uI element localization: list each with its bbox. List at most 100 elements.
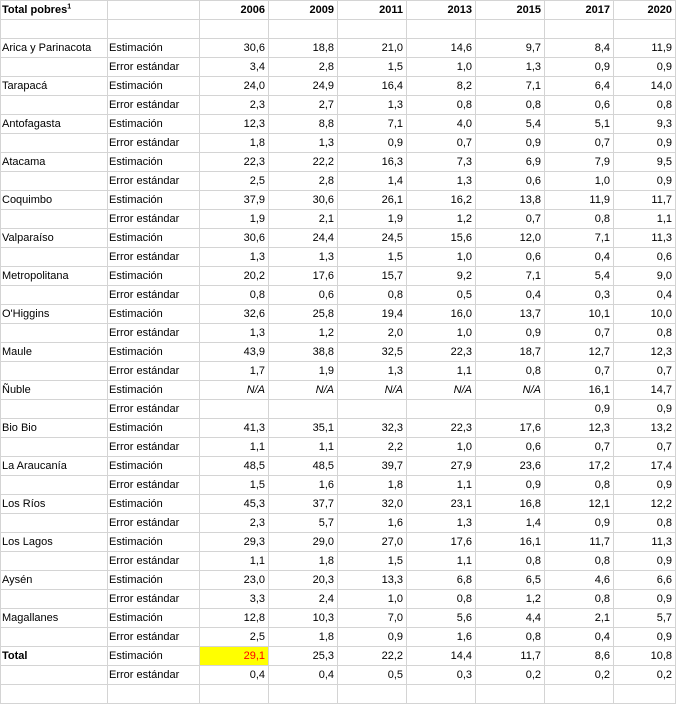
value-cell: 37,7 xyxy=(268,494,338,514)
value-cell: 8,2 xyxy=(406,76,476,96)
value-cell: 0,8 xyxy=(406,95,476,115)
value-cell: 26,1 xyxy=(337,190,407,210)
measure-type-cell: Estimación xyxy=(107,570,200,590)
table-row: Error estándar 1,8 1,3 0,9 0,7 0,9 0,7 0,9 xyxy=(0,133,676,153)
region-cell: Maule xyxy=(0,342,108,362)
measure-type-cell: Estimación xyxy=(107,152,200,172)
table-row: Error estándar 1,3 1,2 2,0 1,0 0,9 0,7 0,8 xyxy=(0,323,676,343)
value-cell: 2,3 xyxy=(199,95,269,115)
value-cell: 1,3 xyxy=(268,247,338,267)
value-cell: 0,7 xyxy=(475,209,545,229)
value-cell: 0,9 xyxy=(337,133,407,153)
value-cell: 1,0 xyxy=(406,437,476,457)
value-cell: 16,0 xyxy=(406,304,476,324)
table-row: Los Lagos Estimación 29,3 29,0 27,0 17,6 16,1 1… xyxy=(0,532,676,552)
region-cell: O'Higgins xyxy=(0,304,108,324)
value-cell: 1,2 xyxy=(475,589,545,609)
region-cell: Bio Bio xyxy=(0,418,108,438)
value-cell: 0,7 xyxy=(544,437,614,457)
value-cell: 24,4 xyxy=(268,228,338,248)
value-cell: 22,3 xyxy=(406,342,476,362)
empty-cell xyxy=(268,19,338,39)
value-cell: 24,0 xyxy=(199,76,269,96)
value-cell: 1,0 xyxy=(406,247,476,267)
region-cell: Coquimbo xyxy=(0,190,108,210)
table-row: Error estándar 1,3 1,3 1,5 1,0 0,6 0,4 0,6 xyxy=(0,247,676,267)
empty-cell xyxy=(406,684,476,704)
value-cell: 0,6 xyxy=(613,247,676,267)
value-cell: 4,6 xyxy=(544,570,614,590)
value-cell: 1,5 xyxy=(199,475,269,495)
value-cell: N/A xyxy=(337,380,407,400)
measure-type-cell: Estimación xyxy=(107,646,200,666)
region-cell xyxy=(0,513,108,533)
region-cell xyxy=(0,361,108,381)
value-cell: 7,0 xyxy=(337,608,407,628)
value-cell: 1,8 xyxy=(199,133,269,153)
year-header: 2015 xyxy=(475,0,545,20)
value-cell: 39,7 xyxy=(337,456,407,476)
table-row: Error estándar 2,3 2,7 1,3 0,8 0,8 0,6 0,8 xyxy=(0,95,676,115)
value-cell: 1,2 xyxy=(406,209,476,229)
empty-cell xyxy=(613,684,676,704)
region-cell xyxy=(0,665,108,685)
value-cell: 12,3 xyxy=(613,342,676,362)
value-cell: 1,6 xyxy=(406,627,476,647)
value-cell: 8,6 xyxy=(544,646,614,666)
value-cell: 0,9 xyxy=(613,171,676,191)
table-row: Maule Estimación 43,9 38,8 32,5 22,3 18,7 12,7 1… xyxy=(0,342,676,362)
table-row: Error estándar 3,3 2,4 1,0 0,8 1,2 0,8 0,9 xyxy=(0,589,676,609)
year-header: 2006 xyxy=(199,0,269,20)
table-title-cell: Total pobres1 xyxy=(0,0,108,20)
value-cell: 0,3 xyxy=(406,665,476,685)
value-cell: 14,6 xyxy=(406,38,476,58)
value-cell: 11,7 xyxy=(613,190,676,210)
value-cell: 9,7 xyxy=(475,38,545,58)
table-row: Bio Bio Estimación 41,3 35,1 32,3 22,3 17,6 12,… xyxy=(0,418,676,438)
table-row: Coquimbo Estimación 37,9 30,6 26,1 16,2 13,8 11… xyxy=(0,190,676,210)
value-cell: 30,6 xyxy=(268,190,338,210)
value-cell: 1,3 xyxy=(475,57,545,77)
value-cell: 0,4 xyxy=(544,247,614,267)
region-cell xyxy=(0,209,108,229)
table-row: O'Higgins Estimación 32,6 25,8 19,4 16,0 13,7 1… xyxy=(0,304,676,324)
value-cell: 0,4 xyxy=(544,627,614,647)
measure-type-cell: Estimación xyxy=(107,304,200,324)
value-cell: 0,9 xyxy=(613,475,676,495)
value-cell: 48,5 xyxy=(199,456,269,476)
value-cell: 23,1 xyxy=(406,494,476,514)
value-cell: 0,9 xyxy=(475,133,545,153)
value-cell: 1,2 xyxy=(268,323,338,343)
value-cell: 24,5 xyxy=(337,228,407,248)
value-cell: 12,3 xyxy=(199,114,269,134)
value-cell: 0,8 xyxy=(613,513,676,533)
measure-type-cell: Error estándar xyxy=(107,399,200,419)
table-row: Error estándar 2,5 2,8 1,4 1,3 0,6 1,0 0,9 xyxy=(0,171,676,191)
value-cell: 0,2 xyxy=(475,665,545,685)
value-cell: 1,1 xyxy=(406,361,476,381)
value-cell: 2,1 xyxy=(268,209,338,229)
value-cell: 12,2 xyxy=(613,494,676,514)
table-row: Metropolitana Estimación 20,2 17,6 15,7 9,2 7,… xyxy=(0,266,676,286)
value-cell: 13,2 xyxy=(613,418,676,438)
value-cell: 0,2 xyxy=(544,665,614,685)
value-cell: 0,8 xyxy=(199,285,269,305)
value-cell: 8,8 xyxy=(268,114,338,134)
value-cell: 5,1 xyxy=(544,114,614,134)
value-cell: 29,3 xyxy=(199,532,269,552)
value-cell: 17,2 xyxy=(544,456,614,476)
measure-type-cell: Error estándar xyxy=(107,361,200,381)
value-cell: 7,1 xyxy=(475,266,545,286)
table-row: Error estándar 1,7 1,9 1,3 1,1 0,8 0,7 0,7 xyxy=(0,361,676,381)
value-cell: 30,6 xyxy=(199,228,269,248)
empty-cell xyxy=(0,684,108,704)
measure-type-cell: Error estándar xyxy=(107,247,200,267)
value-cell: 1,3 xyxy=(337,95,407,115)
measure-type-cell: Error estándar xyxy=(107,437,200,457)
value-cell: 10,3 xyxy=(268,608,338,628)
value-cell xyxy=(199,399,269,419)
value-cell: 16,4 xyxy=(337,76,407,96)
value-cell: 1,3 xyxy=(337,361,407,381)
value-cell: 25,8 xyxy=(268,304,338,324)
